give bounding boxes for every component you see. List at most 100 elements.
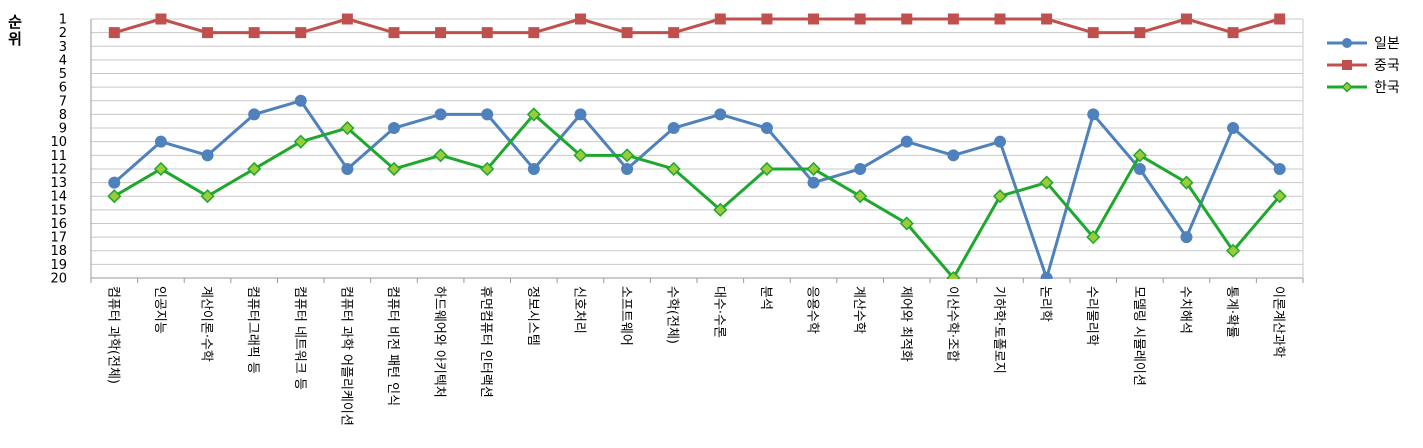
data-point	[899, 216, 914, 231]
grid	[91, 18, 1303, 279]
data-point	[1226, 243, 1241, 258]
x-tick-label: 계산수학	[851, 286, 866, 334]
y-tick-label: 1	[59, 13, 67, 28]
x-tick-label: 기하학·토폴로지	[991, 286, 1006, 374]
series-일본	[108, 94, 1286, 279]
data-point	[201, 149, 214, 162]
data-point	[1227, 122, 1240, 135]
data-point	[107, 189, 122, 204]
data-point	[433, 148, 448, 163]
x-tick-label: 논리학	[1038, 286, 1053, 322]
data-point	[854, 13, 866, 25]
legend-label: 한국	[1374, 80, 1400, 96]
data-point	[1086, 230, 1101, 245]
data-point	[713, 202, 728, 217]
x-tick-label: 모델링 시뮬레이션	[1131, 286, 1146, 386]
data-point	[1180, 13, 1192, 25]
x-tick-label: 컴퓨터 과학(전체)	[105, 286, 120, 384]
x-tick-label: 하드웨어와 아키텍처	[432, 286, 447, 398]
data-point	[388, 27, 400, 39]
y-tick-label: 8	[59, 108, 67, 123]
y-axis-label: 순위	[8, 13, 22, 48]
y-tick-label: 14	[50, 190, 67, 205]
data-point	[248, 27, 260, 39]
y-tick-label: 17	[50, 231, 67, 246]
y-tick-label: 12	[50, 162, 67, 177]
data-point	[1087, 108, 1100, 121]
data-point	[807, 176, 820, 189]
data-point	[947, 13, 959, 25]
legend-label: 일본	[1374, 36, 1400, 52]
data-point	[573, 148, 588, 163]
y-tick-label: 19	[50, 258, 67, 273]
data-point	[153, 161, 168, 177]
data-point	[900, 135, 913, 148]
y-tick-label: 3	[59, 40, 67, 55]
data-point	[621, 162, 634, 175]
x-tick-label: 컴퓨터 과학 어플리케이션	[338, 286, 353, 426]
y-tick-label: 9	[59, 122, 67, 137]
data-point	[992, 189, 1008, 204]
data-point	[293, 134, 308, 149]
y-tick-label: 2	[59, 26, 67, 41]
data-point	[1227, 27, 1239, 39]
data-point	[481, 108, 494, 121]
y-tick-label: 15	[50, 203, 67, 218]
data-point	[574, 13, 586, 25]
data-point	[668, 27, 680, 39]
data-point	[341, 13, 353, 25]
data-point	[806, 161, 821, 177]
data-point	[435, 27, 447, 39]
legend-marker	[1341, 81, 1353, 93]
data-point	[946, 270, 961, 279]
data-point	[481, 27, 493, 39]
data-point	[1272, 189, 1287, 204]
y-tick-label: 6	[59, 81, 67, 96]
x-tick-label: 제어와 최적화	[898, 286, 913, 362]
data-point	[155, 13, 167, 25]
x-tick-label: 정보시스템	[525, 286, 540, 346]
data-point	[480, 161, 495, 177]
data-point	[202, 27, 214, 39]
data-point	[994, 135, 1006, 148]
y-tick-label: 20	[50, 272, 67, 287]
data-point	[341, 162, 354, 175]
x-tick-label: 컴퓨터 네트워크 등	[292, 286, 307, 390]
x-tick-label: 수리물리학	[1084, 286, 1099, 346]
y-tick-label: 11	[50, 149, 67, 164]
y-tick-label: 18	[50, 244, 67, 259]
series-중국	[108, 13, 1286, 39]
x-tick-label: 신호처리	[571, 286, 586, 334]
x-tick-label: 인공지능	[152, 286, 167, 334]
data-point	[1041, 13, 1053, 25]
data-point	[247, 161, 262, 177]
series-line	[113, 17, 1281, 35]
x-tick-label: 소프트웨어	[618, 286, 633, 346]
data-point	[714, 13, 726, 25]
data-point	[620, 148, 635, 163]
data-point	[528, 27, 540, 39]
data-point	[666, 161, 681, 177]
y-tick-label: 4	[59, 53, 67, 68]
series-line	[113, 112, 1281, 279]
legend-marker	[1342, 60, 1352, 70]
x-tick-label: 분석	[758, 286, 773, 310]
x-tick-label: 통계·확률	[1224, 286, 1239, 338]
y-tick-label: 16	[50, 217, 67, 232]
data-point	[994, 13, 1006, 25]
data-point	[574, 108, 587, 121]
x-tick-label: 계산이론·수학	[199, 286, 214, 362]
y-tick-label: 7	[59, 94, 67, 109]
y-axis-label-char: 순	[8, 13, 22, 31]
data-point	[388, 122, 400, 135]
legend-label: 중국	[1374, 58, 1400, 74]
data-point	[667, 122, 680, 135]
y-axis-label-char: 위	[8, 30, 22, 48]
data-point	[760, 122, 773, 135]
legend-marker	[1342, 38, 1352, 48]
data-point	[200, 189, 215, 204]
series	[107, 13, 1287, 279]
data-point	[248, 108, 261, 121]
